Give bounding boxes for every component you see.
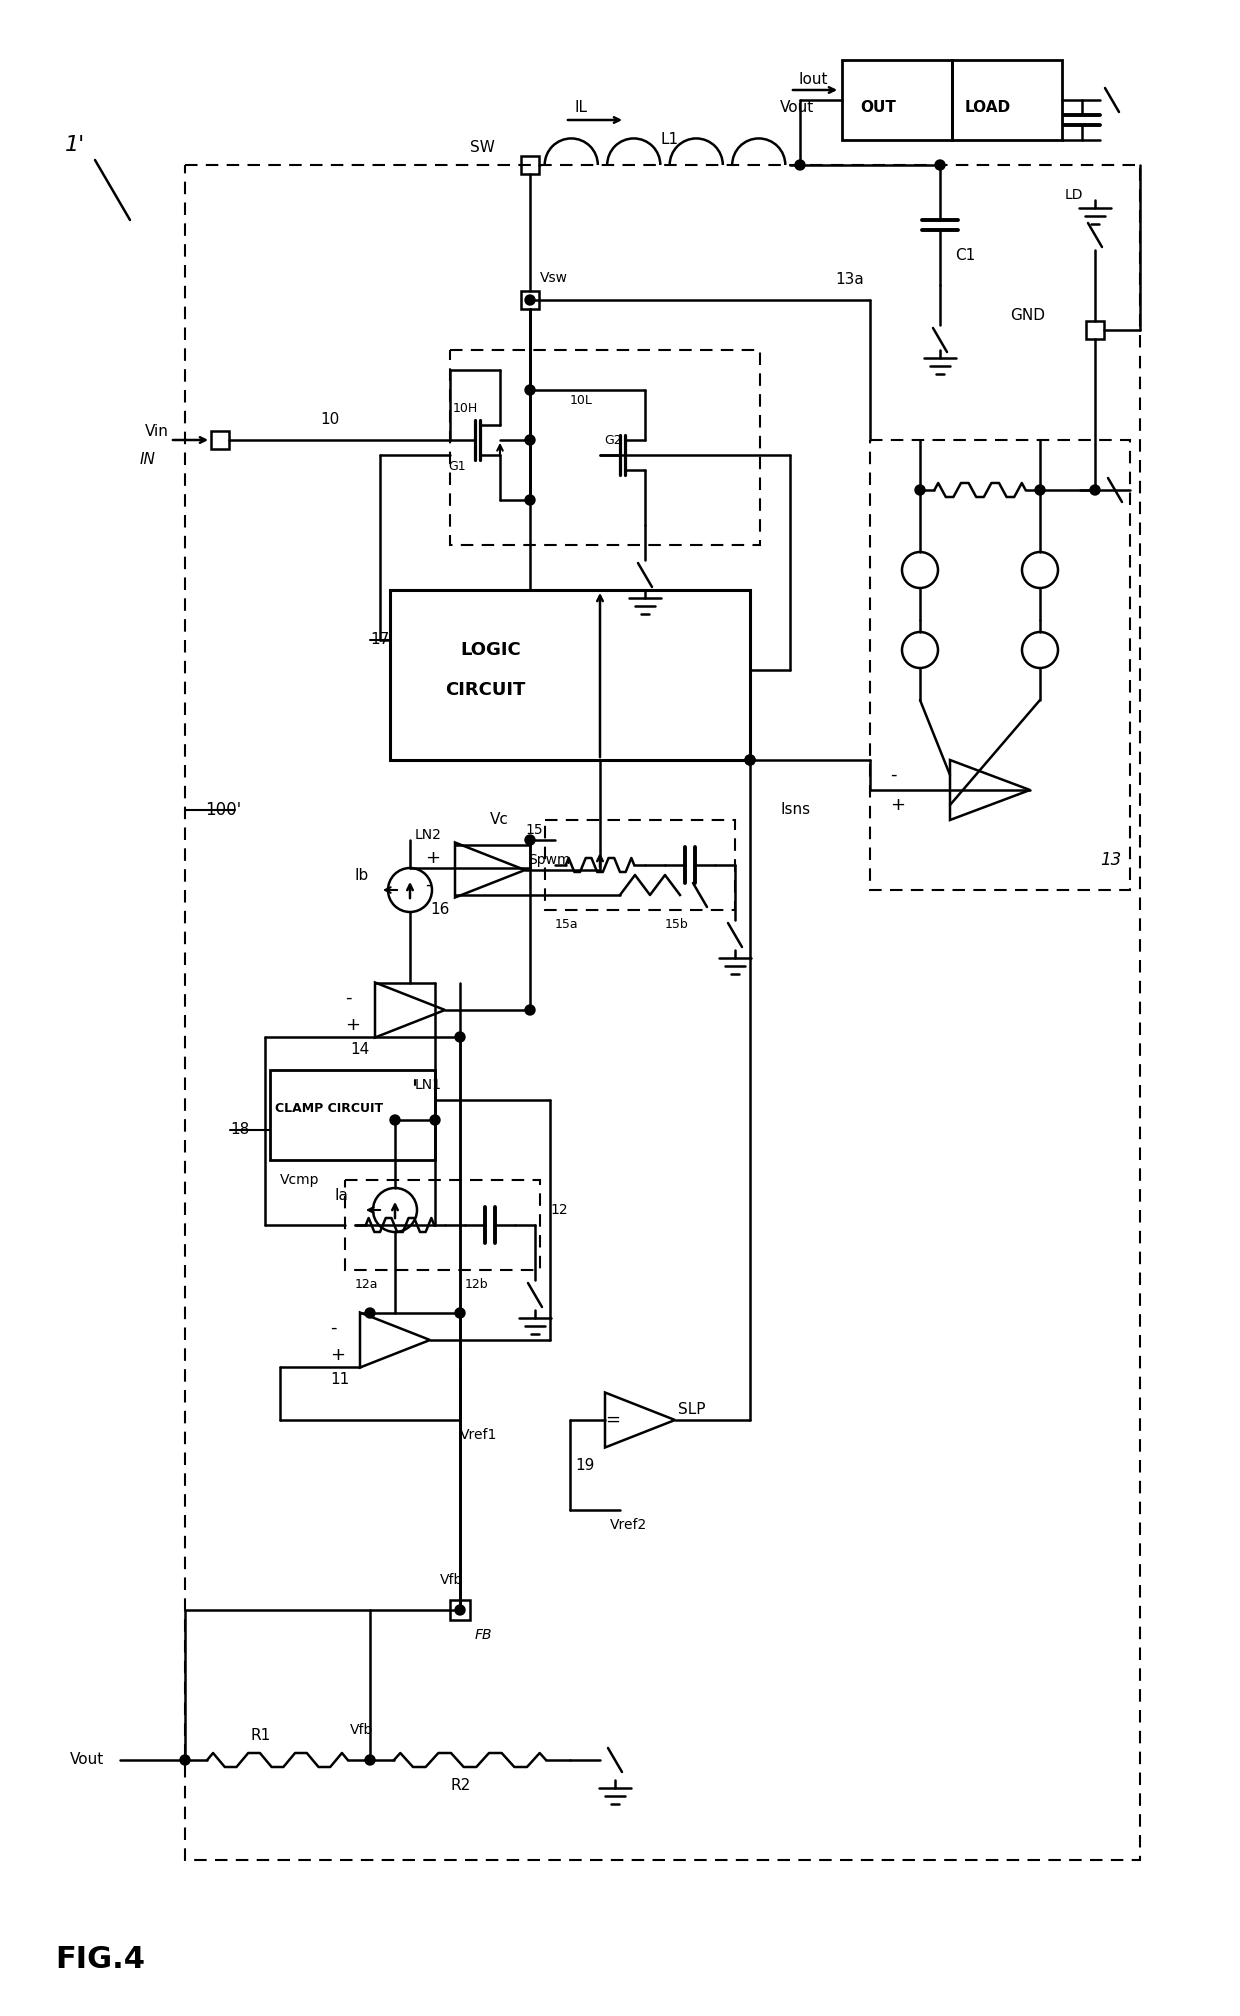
Bar <box>345 1179 539 1270</box>
Bar <box>391 591 750 760</box>
Text: 12: 12 <box>551 1204 568 1218</box>
Text: +: + <box>345 1016 360 1034</box>
Text: Ib: Ib <box>355 867 370 883</box>
Circle shape <box>455 1605 465 1615</box>
Text: LOGIC: LOGIC <box>460 641 521 659</box>
Text: 10L: 10L <box>570 393 593 407</box>
Text: G1: G1 <box>448 460 466 472</box>
Bar <box>842 60 952 139</box>
Text: Vout: Vout <box>69 1752 104 1768</box>
Circle shape <box>915 486 925 496</box>
Text: FIG.4: FIG.4 <box>55 1945 145 1974</box>
Text: LOAD: LOAD <box>965 101 1011 115</box>
Circle shape <box>455 1308 465 1318</box>
Circle shape <box>365 1756 374 1764</box>
Text: GND: GND <box>1011 308 1045 323</box>
Text: LN2: LN2 <box>415 829 441 843</box>
Text: OUT: OUT <box>861 101 895 115</box>
Text: IL: IL <box>575 101 588 115</box>
Bar <box>1086 321 1104 339</box>
Circle shape <box>525 435 534 446</box>
Text: R2: R2 <box>450 1778 470 1792</box>
Bar <box>521 290 539 308</box>
Text: G2: G2 <box>604 433 621 446</box>
Text: 13a: 13a <box>835 272 864 288</box>
Text: 11: 11 <box>330 1373 350 1387</box>
Bar <box>952 60 1061 139</box>
Text: Vref1: Vref1 <box>460 1427 497 1441</box>
Circle shape <box>745 756 755 764</box>
Bar <box>546 821 735 909</box>
Text: L1: L1 <box>660 133 678 147</box>
Text: 19: 19 <box>575 1458 594 1472</box>
Text: Ia: Ia <box>335 1187 348 1202</box>
Text: +: + <box>425 849 440 867</box>
Text: C1: C1 <box>955 248 975 262</box>
Text: Vfb: Vfb <box>350 1724 373 1738</box>
Text: SLP: SLP <box>678 1403 706 1417</box>
Text: =: = <box>605 1411 620 1429</box>
Text: IN: IN <box>140 452 156 468</box>
Text: -: - <box>890 766 897 784</box>
Text: 100': 100' <box>205 800 242 818</box>
Circle shape <box>365 1308 374 1318</box>
Text: 12a: 12a <box>355 1278 378 1292</box>
Text: Vsw: Vsw <box>539 270 568 284</box>
Text: -: - <box>330 1318 336 1337</box>
Text: 15b: 15b <box>665 919 688 931</box>
Text: LN1: LN1 <box>415 1079 441 1093</box>
Text: CIRCUIT: CIRCUIT <box>445 681 526 700</box>
Text: Vcmp: Vcmp <box>280 1173 320 1187</box>
Circle shape <box>180 1756 190 1764</box>
Circle shape <box>455 1032 465 1042</box>
Circle shape <box>795 159 805 169</box>
Text: 12b: 12b <box>465 1278 489 1292</box>
Text: 17: 17 <box>370 633 389 647</box>
Bar <box>185 165 1140 1861</box>
Text: Iout: Iout <box>799 73 827 87</box>
Bar <box>450 1601 470 1621</box>
Text: Vref2: Vref2 <box>610 1518 647 1532</box>
Circle shape <box>430 1115 440 1125</box>
Text: Isns: Isns <box>780 802 810 818</box>
Circle shape <box>1035 486 1045 496</box>
Text: FB: FB <box>475 1629 492 1641</box>
Text: 10H: 10H <box>453 401 479 415</box>
Text: Vfb: Vfb <box>440 1572 464 1587</box>
Text: Vin: Vin <box>145 425 169 439</box>
Text: 13: 13 <box>1100 851 1121 869</box>
Bar <box>870 439 1130 889</box>
Bar <box>521 155 539 173</box>
Text: 14: 14 <box>350 1042 370 1058</box>
Text: 18: 18 <box>229 1123 249 1137</box>
Text: 16: 16 <box>430 903 449 917</box>
Circle shape <box>525 385 534 395</box>
Circle shape <box>525 1006 534 1014</box>
Text: Vc: Vc <box>490 812 508 827</box>
Text: 10: 10 <box>320 413 340 427</box>
Circle shape <box>745 756 755 764</box>
Circle shape <box>525 835 534 845</box>
Text: R1: R1 <box>250 1728 270 1742</box>
Text: CLAMP CIRCUIT: CLAMP CIRCUIT <box>275 1101 383 1115</box>
Bar <box>450 351 760 544</box>
Text: 1': 1' <box>64 135 86 155</box>
Text: Vout: Vout <box>780 101 815 115</box>
Text: -: - <box>345 990 351 1008</box>
Text: Spwm: Spwm <box>528 853 570 867</box>
Text: -: - <box>425 877 432 893</box>
Text: SW: SW <box>470 141 495 155</box>
Text: 15a: 15a <box>556 919 579 931</box>
Circle shape <box>391 1115 401 1125</box>
Circle shape <box>525 496 534 504</box>
Text: 15: 15 <box>525 823 543 837</box>
Circle shape <box>1090 486 1100 496</box>
Text: LD: LD <box>1065 187 1084 202</box>
Circle shape <box>525 294 534 304</box>
Bar <box>211 431 229 450</box>
Text: +: + <box>890 796 905 814</box>
Text: +: + <box>330 1347 345 1365</box>
Circle shape <box>935 159 945 169</box>
Bar <box>270 1070 435 1159</box>
